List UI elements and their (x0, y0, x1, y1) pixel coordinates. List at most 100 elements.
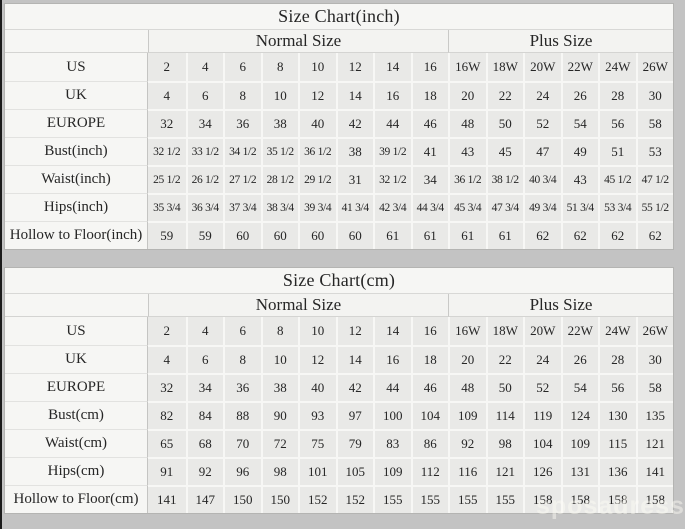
size-cell: 48 (448, 109, 486, 137)
size-cell: 34 (185, 109, 223, 137)
group-header-row: Normal Size Plus Size (5, 30, 673, 53)
size-cell: 40 (298, 109, 336, 137)
size-cell: 16 (373, 81, 411, 109)
size-cell: 46 (410, 373, 448, 401)
size-cell: 104 (523, 429, 561, 457)
size-cell: 29 1/2 (298, 165, 336, 193)
size-cell: 38 1/2 (485, 165, 523, 193)
plus-size-header: Plus Size (448, 30, 673, 53)
table-row: Hollow to Floor(inch) 59 59 60 60 60 60 61 61 61 6… (5, 221, 673, 249)
size-cell: 49 3/4 (523, 193, 561, 221)
size-cell: 40 3/4 (523, 165, 561, 193)
size-cell: 47 (523, 137, 561, 165)
size-cell: 18 (410, 81, 448, 109)
size-cell: 54 (560, 109, 598, 137)
size-cell: 61 (373, 221, 411, 249)
size-cell: 141 (635, 457, 673, 485)
size-cell: 30 (635, 345, 673, 373)
row-label: Hollow to Floor(inch) (5, 221, 148, 249)
size-cell: 34 (185, 373, 223, 401)
size-cell: 50 (485, 109, 523, 137)
size-cell: 20W (523, 53, 561, 81)
plus-size-header: Plus Size (448, 294, 673, 317)
table-title-row: Size Chart(cm) (5, 268, 673, 294)
size-cell: 36 1/2 (448, 165, 486, 193)
size-cell: 51 3/4 (560, 193, 598, 221)
size-cell: 131 (560, 457, 598, 485)
size-cell: 70 (223, 429, 261, 457)
row-label: Bust(inch) (5, 137, 148, 165)
size-cell: 42 (335, 373, 373, 401)
size-cell: 39 1/2 (373, 137, 411, 165)
size-cell: 51 (598, 137, 636, 165)
size-cell: 20 (448, 345, 486, 373)
size-cell: 49 (560, 137, 598, 165)
size-cell: 34 1/2 (223, 137, 261, 165)
group-header-row: Normal Size Plus Size (5, 294, 673, 317)
size-cell: 121 (635, 429, 673, 457)
size-cell: 28 1/2 (260, 165, 298, 193)
size-cell: 109 (448, 401, 486, 429)
size-cell: 90 (260, 401, 298, 429)
size-cell: 152 (335, 485, 373, 513)
table-title-row: Size Chart(inch) (5, 4, 673, 30)
size-cell: 62 (598, 221, 636, 249)
size-cell: 119 (523, 401, 561, 429)
size-cell: 155 (373, 485, 411, 513)
normal-size-header: Normal Size (148, 30, 448, 53)
table-row: Hips(cm) 91 92 96 98 101 105 109 112 116 121 126 131… (5, 457, 673, 485)
size-cell: 155 (448, 485, 486, 513)
size-cell: 33 1/2 (185, 137, 223, 165)
size-cell: 26 (560, 81, 598, 109)
size-cell: 8 (260, 317, 298, 345)
size-cell: 53 (635, 137, 673, 165)
size-cell: 96 (223, 457, 261, 485)
row-label: EUROPE (5, 373, 148, 401)
size-cell: 32 1/2 (148, 137, 186, 165)
image-left-border (0, 0, 2, 529)
size-cell: 28 (598, 81, 636, 109)
size-cell: 12 (298, 345, 336, 373)
size-cell: 155 (485, 485, 523, 513)
size-cell: 6 (185, 81, 223, 109)
size-cell: 32 (148, 373, 186, 401)
size-cell: 58 (635, 109, 673, 137)
size-cell: 61 (448, 221, 486, 249)
size-cell: 8 (260, 53, 298, 81)
table-row: Waist(cm) 65 68 70 72 75 79 83 86 92 98 104 109 115 12… (5, 429, 673, 457)
size-cell: 31 (335, 165, 373, 193)
size-cell: 97 (335, 401, 373, 429)
row-label: UK (5, 81, 148, 109)
size-cell: 4 (185, 317, 223, 345)
size-cell: 18W (485, 317, 523, 345)
size-cell: 101 (298, 457, 336, 485)
size-cell: 150 (223, 485, 261, 513)
size-cell: 14 (373, 317, 411, 345)
size-cell: 56 (598, 373, 636, 401)
size-cell: 47 3/4 (485, 193, 523, 221)
table-row: EUROPE 32 34 36 38 40 42 44 46 48 50 52 54 56 58 (5, 109, 673, 137)
corner-cell (5, 294, 148, 317)
size-cell: 4 (148, 345, 186, 373)
size-cell: 56 (598, 109, 636, 137)
size-cell: 14 (335, 81, 373, 109)
size-cell: 22 (485, 345, 523, 373)
size-cell: 45 (485, 137, 523, 165)
size-cell: 16 (410, 317, 448, 345)
size-table-body: US 2 4 6 8 10 12 14 16 16W 18W 20W 22W 24W 26W UK 4 6 8 10 1… (5, 317, 673, 513)
size-cell: 36 1/2 (298, 137, 336, 165)
size-cell: 61 (485, 221, 523, 249)
table-row: Hips(inch) 35 3/4 36 3/4 37 3/4 38 3/4 39 3/4… (5, 193, 673, 221)
size-cell: 38 3/4 (260, 193, 298, 221)
size-cell: 150 (260, 485, 298, 513)
size-cell: 8 (223, 345, 261, 373)
size-cell: 26 1/2 (185, 165, 223, 193)
size-cell: 62 (635, 221, 673, 249)
size-cell: 124 (560, 401, 598, 429)
size-cell: 20 (448, 81, 486, 109)
size-cell: 16 (410, 53, 448, 81)
size-cell: 88 (223, 401, 261, 429)
size-cell: 82 (148, 401, 186, 429)
